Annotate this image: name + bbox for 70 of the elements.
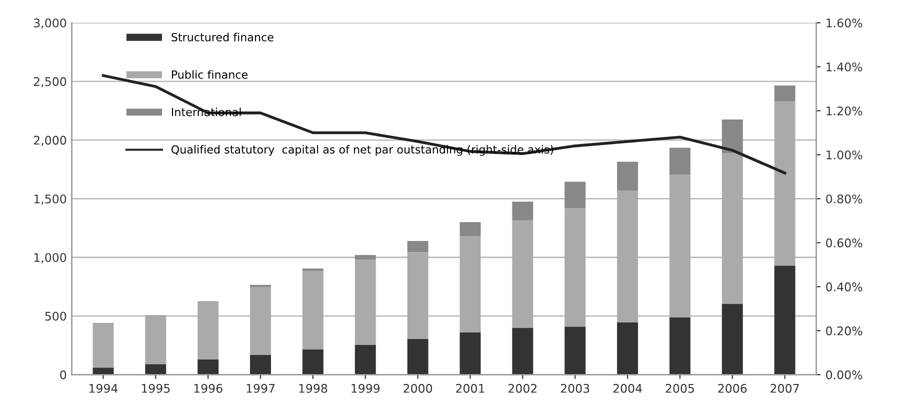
y-tick-label: 0	[60, 370, 66, 380]
x-tick-label: 2005	[666, 384, 694, 393]
bar	[774, 101, 796, 266]
bar	[302, 270, 324, 350]
bar	[774, 86, 796, 102]
bar	[617, 162, 638, 191]
bar	[722, 120, 743, 153]
bar	[354, 344, 376, 375]
x-tick-label: 2001	[456, 384, 484, 393]
y-tick-label: 3,000	[34, 18, 66, 29]
bar	[250, 287, 271, 355]
legend-label: Public finance	[172, 70, 248, 79]
bar	[198, 359, 219, 375]
x-tick-label: 2003	[560, 384, 590, 393]
y2-tick-label: 1.20%	[826, 106, 862, 116]
y2-tick-label: 1.00%	[826, 150, 862, 160]
bar	[564, 326, 586, 375]
bar	[145, 364, 166, 375]
bar	[460, 236, 481, 332]
bar	[407, 252, 428, 339]
y-tick-label: 1,000	[34, 253, 66, 264]
bar	[145, 316, 166, 364]
x-tick-label: 2006	[718, 384, 747, 393]
y2-tick-label: 1.40%	[826, 62, 862, 72]
bar	[512, 220, 534, 328]
bar	[354, 260, 376, 345]
bar	[669, 148, 690, 175]
bar	[250, 354, 271, 375]
bar	[354, 255, 376, 260]
bar	[669, 317, 690, 375]
x-tick-label: 1997	[246, 384, 275, 393]
bar	[512, 328, 534, 375]
bar	[617, 322, 638, 375]
bar	[407, 338, 428, 375]
x-tick-label: 2002	[508, 384, 536, 393]
x-tick-label: 1994	[89, 384, 118, 393]
bar	[617, 190, 638, 322]
y2-tick-label: 0.80%	[826, 194, 862, 204]
y-tick-label: 1,500	[34, 194, 66, 205]
x-tick-label: 2004	[613, 384, 642, 393]
bar	[669, 174, 690, 318]
x-tick-label: 2007	[770, 384, 799, 393]
y-tick-label: 2,500	[34, 77, 66, 88]
x-tick-label: 1996	[194, 384, 222, 393]
legend-label: Structured finance	[172, 32, 274, 42]
bar	[198, 302, 219, 360]
y2-tick-label: 0.00%	[826, 370, 862, 380]
x-tick-label: 1995	[142, 384, 170, 393]
bar	[512, 202, 534, 220]
bar	[722, 152, 743, 304]
y-tick-label: 500	[45, 312, 66, 321]
bar	[460, 222, 481, 236]
bar	[564, 208, 586, 327]
bar	[564, 182, 586, 208]
x-tick-label: 2000	[404, 384, 432, 393]
bar	[407, 240, 428, 252]
bar	[92, 368, 114, 375]
y2-tick-label: 0.40%	[826, 282, 862, 292]
bar	[250, 284, 271, 288]
y2-tick-label: 0.20%	[826, 326, 862, 336]
y-tick-label: 2,000	[34, 136, 66, 146]
y2-tick-label: 1.60%	[826, 18, 862, 28]
y2-tick-label: 0.60%	[826, 238, 862, 248]
bar	[92, 324, 114, 368]
bar	[460, 332, 481, 375]
bar	[774, 266, 796, 375]
x-tick-label: 1998	[299, 384, 328, 393]
bar	[722, 304, 743, 375]
x-tick-label: 1999	[352, 384, 380, 393]
bar	[302, 349, 324, 375]
